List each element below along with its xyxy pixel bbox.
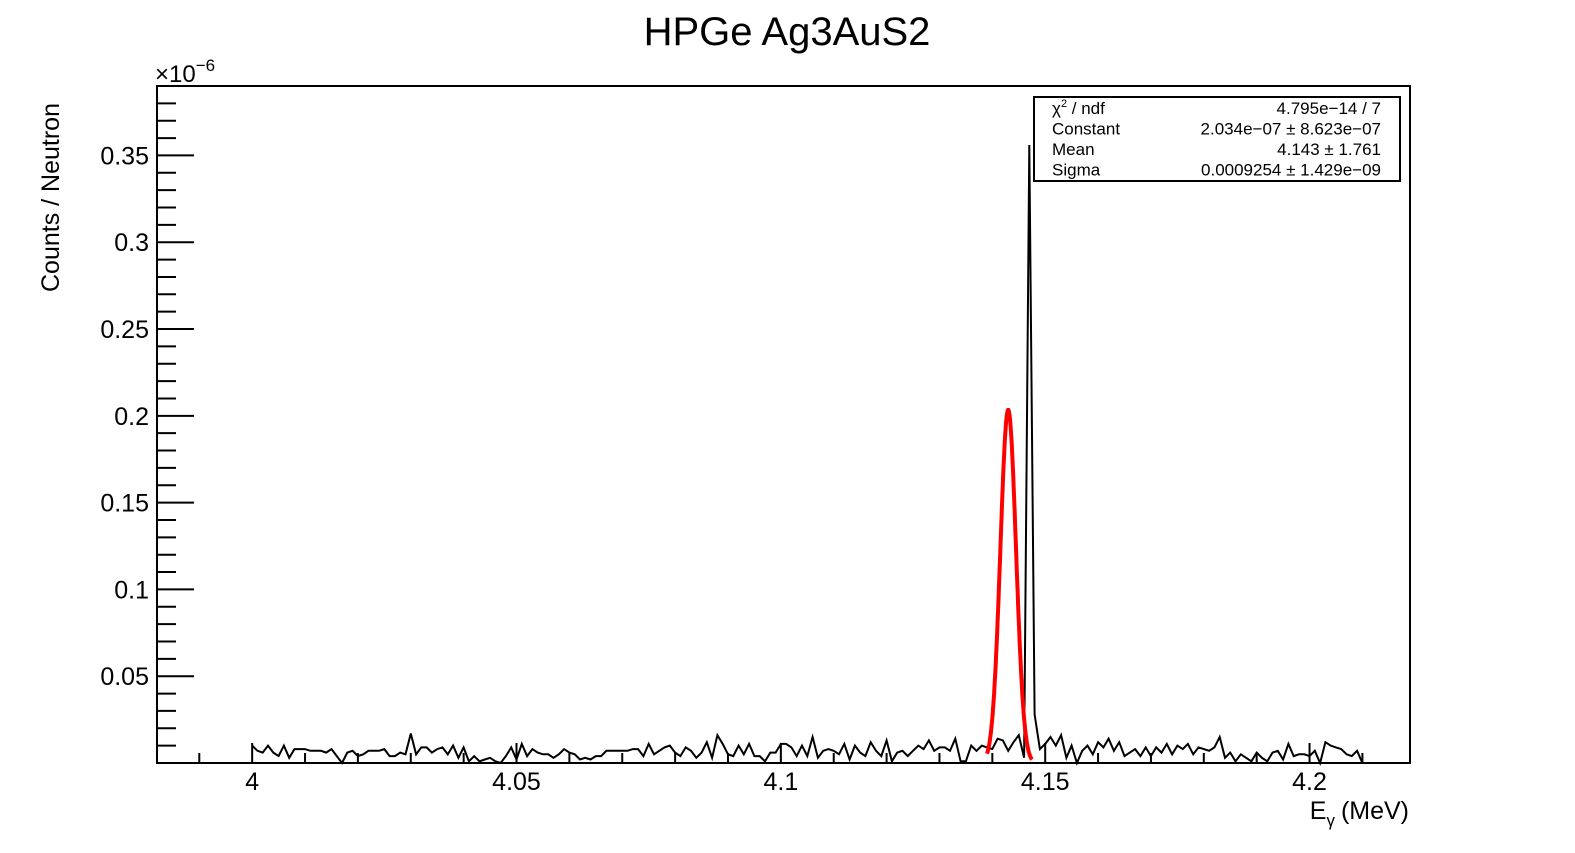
stats-label: Mean [1052, 140, 1095, 159]
plot-frame [156, 85, 1411, 764]
y-axis-multiplier: ×10−6 [155, 56, 215, 88]
x-tick-label: 4.2 [1292, 768, 1327, 796]
stats-value: 4.143 ± 1.761 [1277, 140, 1381, 159]
stats-label: Sigma [1052, 161, 1101, 180]
y-tick-label: 0.25 [100, 316, 149, 344]
stats-value: 2.034e−07 ± 8.623e−07 [1201, 120, 1381, 139]
y-tick-label: 0.3 [114, 229, 149, 257]
y-multiplier-base: ×10 [155, 61, 196, 88]
stats-value: 4.795e−14 / 7 [1277, 99, 1381, 118]
x-tick-label: 4.1 [763, 768, 798, 796]
x-label-main: E [1310, 797, 1327, 825]
stats-label: χ2 / ndf [1052, 98, 1105, 118]
stats-rows: χ2 / ndf 4.795e−14 / 7 Constant 2.034e−07 ±… [1052, 98, 1381, 180]
y-axis-tick-labels: 0.05 0.1 0.15 0.2 0.25 0.3 0.35 [100, 142, 149, 691]
x-label-unit: (MeV) [1341, 797, 1409, 825]
x-axis-tick-labels: 4 4.05 4.1 4.15 4.2 [245, 768, 1327, 796]
stats-box: χ2 / ndf 4.795e−14 / 7 Constant 2.034e−07 ±… [1033, 96, 1401, 182]
y-tick-label: 0.15 [100, 490, 149, 518]
y-tick-label: 0.1 [114, 576, 149, 604]
y-axis-ticks [157, 85, 194, 747]
x-tick-label: 4 [245, 768, 259, 796]
stats-value: 0.0009254 ± 1.429e−09 [1201, 161, 1381, 180]
x-tick-label: 4.15 [1021, 768, 1070, 796]
stats-label: Constant [1052, 120, 1120, 139]
x-axis-label: Eγ (MeV) [1310, 797, 1409, 830]
y-tick-label: 0.35 [100, 142, 149, 170]
x-tick-label: 4.05 [492, 768, 541, 796]
y-multiplier-exponent: −6 [196, 56, 215, 75]
y-tick-label: 0.2 [114, 403, 149, 431]
y-tick-label: 0.05 [100, 663, 149, 691]
histogram-line [251, 144, 1364, 767]
x-label-subscript: γ [1326, 811, 1335, 830]
series-layer [251, 144, 1364, 767]
gaussian-fit-curve [985, 408, 1034, 761]
y-axis-label: Counts / Neutron [37, 103, 65, 292]
stats-box-frame [1033, 96, 1401, 182]
chart-title: HPGe Ag3AuS2 [644, 10, 931, 54]
